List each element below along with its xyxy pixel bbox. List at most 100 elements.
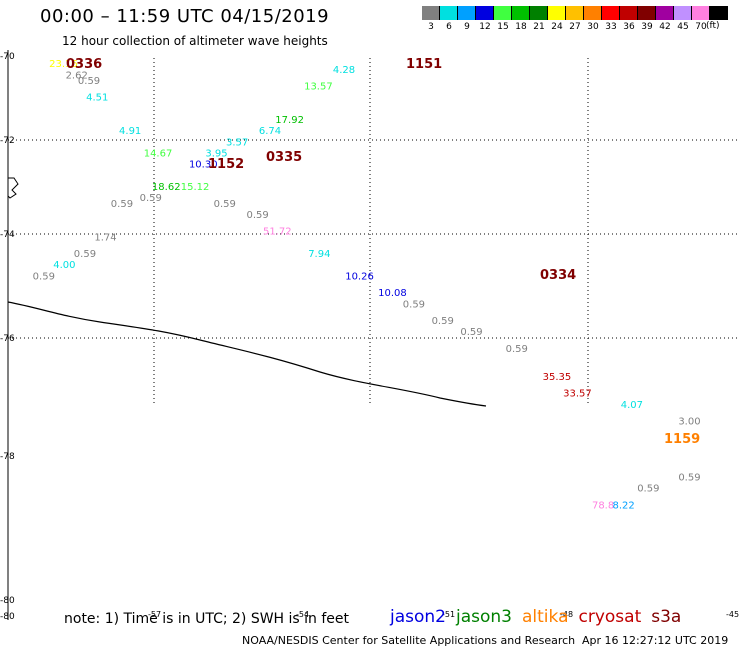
wave-height-value: 10.26 bbox=[345, 271, 374, 282]
color-scale-label: 30 bbox=[587, 22, 599, 32]
wave-height-value: 4.28 bbox=[333, 65, 355, 76]
wave-height-value: 3.95 bbox=[205, 149, 227, 160]
wave-height-value: 4.91 bbox=[119, 126, 141, 137]
wave-height-value: 3.57 bbox=[226, 137, 248, 148]
footer-credit: NOAA/NESDIS Center for Satellite Applica… bbox=[242, 634, 576, 647]
wave-height-value: 0.59 bbox=[140, 193, 162, 204]
satellite-legend-cryosat: cryosat bbox=[578, 607, 642, 627]
wave-height-value: 2.62 bbox=[66, 70, 88, 81]
pass-time-label: 0334 bbox=[540, 268, 576, 283]
pass-time-label: 0336 bbox=[66, 57, 102, 72]
color-scale-label: 45 bbox=[677, 22, 689, 32]
wave-height-value: 0.59 bbox=[33, 271, 55, 282]
color-scale bbox=[422, 6, 728, 20]
y-tick-label: -76 bbox=[0, 334, 15, 344]
x-tick-label: -48 bbox=[560, 610, 573, 619]
color-scale-swatch bbox=[620, 6, 638, 20]
color-scale-swatch bbox=[602, 6, 620, 20]
wave-height-value: 0.59 bbox=[637, 484, 659, 495]
color-scale-label: 42 bbox=[659, 22, 671, 32]
wave-height-value: 3.00 bbox=[678, 417, 700, 428]
wave-height-value: 1.74 bbox=[94, 232, 116, 243]
wave-height-value: 4.51 bbox=[86, 93, 108, 104]
color-scale-swatch bbox=[512, 6, 530, 20]
wave-height-value: 10.30 bbox=[189, 160, 218, 171]
satellite-legend-s3a: s3a bbox=[651, 607, 682, 627]
color-scale-label: 9 bbox=[464, 22, 470, 32]
color-scale-label: 15 bbox=[497, 22, 509, 32]
wave-height-value: 17.92 bbox=[275, 115, 304, 126]
coastline bbox=[7, 301, 487, 407]
wave-height-value: 13.57 bbox=[304, 82, 333, 93]
color-scale-label: 27 bbox=[569, 22, 581, 32]
x-tick-label: -57 bbox=[148, 610, 161, 619]
y-tick-label: -74 bbox=[0, 230, 15, 240]
wave-height-value: 0.59 bbox=[432, 316, 454, 327]
wave-height-value: 14.67 bbox=[144, 149, 173, 160]
wave-height-value: 15.12 bbox=[181, 182, 210, 193]
chart-subtitle: 12 hour collection of altimeter wave hei… bbox=[62, 34, 328, 48]
wave-height-value: 8.22 bbox=[613, 500, 635, 511]
color-scale-swatch bbox=[692, 6, 710, 20]
island-outline bbox=[7, 177, 19, 199]
satellite-legend-jason2: jason2 bbox=[390, 607, 446, 627]
footer-timestamp: Apr 16 12:27:12 UTC 2019 bbox=[582, 634, 729, 647]
wave-height-value: 4.07 bbox=[621, 400, 643, 411]
wave-height-value: 0.59 bbox=[111, 199, 133, 210]
wave-height-value: 0.59 bbox=[506, 344, 528, 355]
color-scale-swatch bbox=[440, 6, 458, 20]
color-scale-label: 39 bbox=[641, 22, 653, 32]
wave-height-value: 0.59 bbox=[678, 472, 700, 483]
satellite-legend-altika: altika bbox=[522, 607, 569, 627]
color-scale-swatch bbox=[548, 6, 566, 20]
color-scale-label: 3 bbox=[428, 22, 434, 32]
wave-height-value: 0.59 bbox=[403, 299, 425, 310]
color-scale-label: 36 bbox=[623, 22, 635, 32]
color-scale-labels: 3 6 9 12 15 18 21 24 27 30 33 36 39 42 45 70 bbox=[422, 22, 728, 32]
color-scale-swatch bbox=[494, 6, 512, 20]
wave-height-value: 10.08 bbox=[378, 288, 407, 299]
color-scale-swatch bbox=[656, 6, 674, 20]
y-tick-label: -70 bbox=[0, 52, 15, 62]
chart-title: 00:00 – 11:59 UTC 04/15/2019 bbox=[40, 6, 330, 27]
wave-height-value: 7.94 bbox=[308, 249, 330, 260]
color-scale-swatch bbox=[566, 6, 584, 20]
wave-height-value: 18.62 bbox=[152, 182, 181, 193]
color-scale-label: 70 bbox=[695, 22, 707, 32]
satellite-legend-jason3: jason3 bbox=[456, 607, 512, 627]
x-tick-label: -45 bbox=[726, 610, 739, 619]
color-scale-swatch bbox=[674, 6, 692, 20]
pass-time-label: 1151 bbox=[406, 57, 442, 72]
footer-note: note: 1) Time is in UTC; 2) SWH is in fe… bbox=[64, 611, 350, 627]
color-scale-swatch bbox=[530, 6, 548, 20]
wave-height-value: 0.59 bbox=[78, 76, 100, 87]
wave-height-value: 0.59 bbox=[74, 249, 96, 260]
wave-height-value: 4.00 bbox=[53, 260, 75, 271]
color-scale-swatch bbox=[710, 6, 728, 20]
y-tick-label: -72 bbox=[0, 136, 15, 146]
color-scale-swatch bbox=[422, 6, 440, 20]
color-scale-label: 21 bbox=[533, 22, 545, 32]
wave-height-value: 33.57 bbox=[563, 389, 592, 400]
pass-time-label: 1152 bbox=[208, 157, 244, 172]
color-scale-label: 33 bbox=[605, 22, 617, 32]
color-scale-unit: (ft) bbox=[706, 21, 720, 31]
color-scale-swatch bbox=[458, 6, 476, 20]
color-scale-label: 12 bbox=[479, 22, 491, 32]
y-tick-label: -80 bbox=[0, 596, 15, 606]
pass-time-label: 1159 bbox=[664, 432, 700, 447]
color-scale-swatch bbox=[638, 6, 656, 20]
x-tick-label: -51 bbox=[442, 610, 455, 619]
wave-height-value: 0.59 bbox=[460, 327, 482, 338]
y-tick-label: -80 bbox=[0, 612, 15, 622]
color-scale-swatch bbox=[584, 6, 602, 20]
color-scale-swatch bbox=[476, 6, 494, 20]
wave-height-value: 6.74 bbox=[259, 126, 281, 137]
wave-height-value: 51.72 bbox=[263, 227, 292, 238]
color-scale-label: 24 bbox=[551, 22, 563, 32]
x-tick-label: -54 bbox=[296, 610, 309, 619]
wave-height-value: 0.59 bbox=[214, 199, 236, 210]
y-tick-label: -78 bbox=[0, 452, 15, 462]
color-scale-label: 6 bbox=[446, 22, 452, 32]
